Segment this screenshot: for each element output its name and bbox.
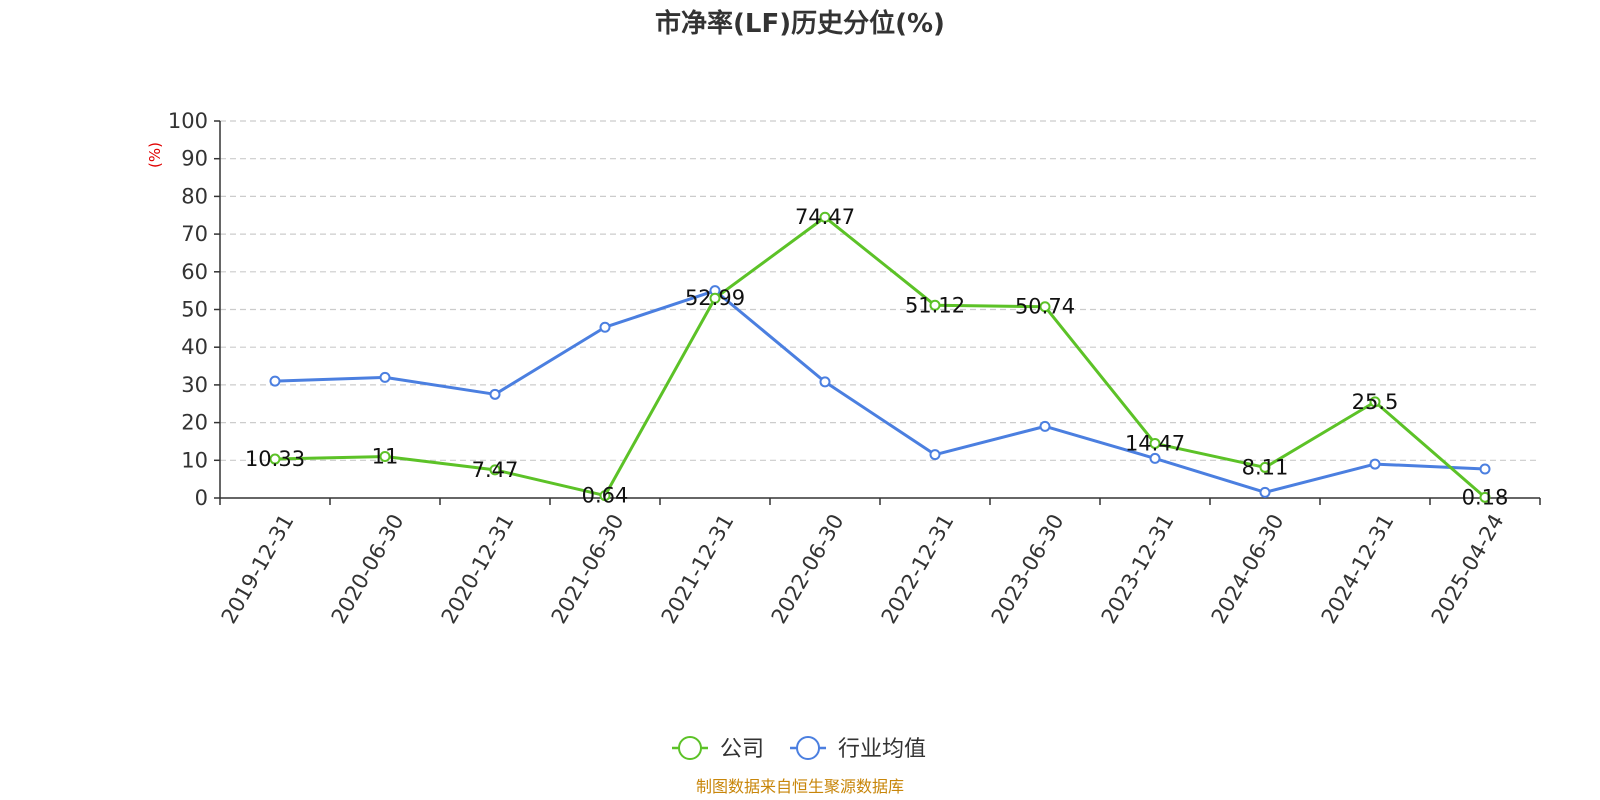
legend-item[interactable]: 公司 (672, 736, 764, 762)
data-point[interactable] (1149, 437, 1161, 449)
data-point[interactable] (269, 375, 281, 387)
data-point[interactable] (1149, 452, 1161, 464)
series-line (274, 289, 1486, 494)
y-tick-label: 60 (181, 260, 208, 284)
data-label: 0.64 (582, 484, 629, 508)
data-point[interactable] (489, 388, 501, 400)
data-point[interactable] (819, 376, 831, 388)
data-label: 8.11 (1242, 455, 1289, 479)
legend[interactable]: 公司 行业均值 (672, 736, 926, 762)
data-label: 0.18 (1462, 485, 1509, 509)
y-tick-label: 100 (168, 109, 208, 133)
axes: 0 10 20 30 40 50 60 70 80 90 100 2019-12-31 2020-06-… (168, 109, 1541, 628)
data-point[interactable] (379, 371, 391, 383)
x-tick-label: 2024-12-31 (1317, 510, 1399, 628)
legend-label: 行业均值 (838, 737, 926, 762)
y-tick-label: 50 (181, 298, 208, 322)
legend-marker-icon (678, 736, 702, 760)
data-label: 10.33 (245, 447, 305, 471)
data-label: 25.5 (1352, 390, 1399, 414)
data-point[interactable] (1039, 420, 1051, 432)
data-label: 11 (372, 445, 399, 469)
y-tick-label: 0 (195, 486, 208, 510)
series-group (269, 211, 1491, 503)
x-tick-label: 2023-12-31 (1097, 510, 1179, 628)
data-point[interactable] (599, 321, 611, 333)
data-point[interactable] (1369, 458, 1381, 470)
data-point[interactable] (379, 451, 391, 463)
y-axis-unit-label: (%) (146, 142, 164, 168)
legend-label: 公司 (720, 737, 764, 762)
source-note: 制图数据来自恒生聚源数据库 (696, 777, 904, 796)
data-point[interactable] (1369, 396, 1381, 408)
y-tick-label: 80 (181, 184, 208, 208)
data-label: 74.47 (795, 205, 855, 229)
x-tick-label: 2020-06-30 (327, 510, 409, 628)
x-tick-label: 2024-06-30 (1207, 510, 1289, 628)
data-labels: 10.33 11 7.47 0.64 52.99 74.47 51.12 50.74 14.47… (245, 205, 1508, 509)
x-tick-label: 2023-06-30 (987, 510, 1069, 628)
legend-marker-icon (796, 736, 821, 760)
y-tick-label: 30 (181, 373, 208, 397)
data-point[interactable] (269, 453, 281, 465)
data-point[interactable] (1479, 491, 1491, 503)
data-label: 14.47 (1125, 431, 1185, 455)
y-tick-label: 90 (181, 147, 208, 171)
data-point[interactable] (1259, 486, 1271, 498)
legend-item[interactable]: 行业均值 (790, 736, 926, 762)
data-label: 7.47 (472, 458, 519, 482)
x-tick-label: 2021-12-31 (657, 510, 739, 628)
y-tick-label: 40 (181, 335, 208, 359)
y-tick-label: 20 (181, 411, 208, 435)
data-point[interactable] (489, 464, 501, 476)
data-label: 52.99 (685, 286, 745, 310)
data-point[interactable] (929, 299, 941, 311)
y-tick-label: 70 (181, 222, 208, 246)
chart-title: 市净率(LF)历史分位(%) (655, 8, 945, 39)
data-point[interactable] (1039, 301, 1051, 313)
x-tick-label: 2021-06-30 (547, 510, 629, 628)
grid-lines (220, 120, 1540, 461)
x-tick-label: 2022-06-30 (767, 510, 849, 628)
x-tick-label: 2020-12-31 (437, 510, 519, 628)
data-point[interactable] (929, 449, 941, 461)
x-tick-label: 2019-12-31 (217, 510, 299, 628)
series-line (274, 215, 1486, 499)
data-point[interactable] (819, 211, 831, 223)
x-tick-label: 2025-04-24 (1427, 510, 1509, 628)
data-label: 50.74 (1015, 295, 1075, 319)
data-point[interactable] (1259, 461, 1271, 473)
data-point[interactable] (1479, 463, 1491, 475)
data-point[interactable] (599, 490, 611, 502)
y-tick-label: 10 (181, 448, 208, 472)
data-point[interactable] (709, 292, 721, 304)
x-tick-label: 2022-12-31 (877, 510, 959, 628)
data-label: 51.12 (905, 293, 965, 317)
